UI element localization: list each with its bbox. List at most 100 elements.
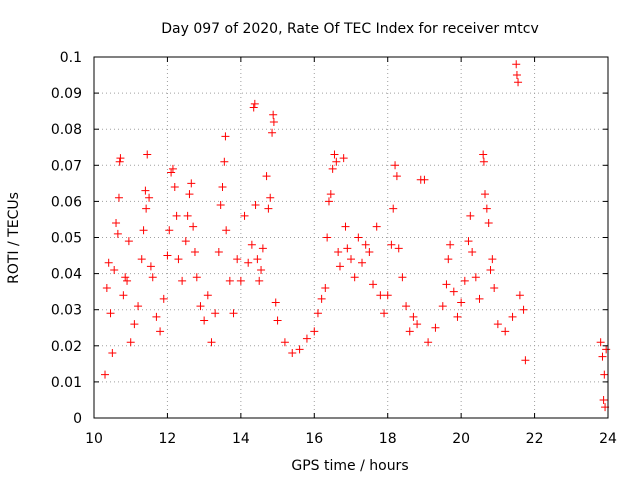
data-point-marker [449, 287, 458, 296]
data-point-marker [187, 179, 196, 188]
data-point-marker [269, 110, 278, 119]
data-point-marker [326, 190, 335, 199]
data-point-marker [168, 164, 177, 173]
data-point-marker [376, 291, 385, 300]
y-axis-ticks: 0 0.01 0.02 0.03 0.04 0.05 0.06 0.07 0.08 0.09 0.1 [51, 50, 608, 427]
y-tick-label: 0 [73, 411, 82, 427]
y-tick-label: 0.03 [51, 303, 82, 319]
data-point-marker [457, 298, 466, 307]
data-point-marker [152, 312, 161, 321]
data-point-marker [464, 237, 473, 246]
data-point-marker [438, 302, 447, 311]
data-point-marker [159, 294, 168, 303]
data-point-marker [515, 291, 524, 300]
data-point-marker [394, 244, 403, 253]
data-point-marker [106, 309, 115, 318]
x-tick-label: 10 [85, 431, 103, 447]
data-point-marker [102, 284, 111, 293]
data-point-marker [112, 219, 121, 228]
data-point-marker [190, 247, 199, 256]
data-point-marker [389, 204, 398, 213]
data-point-marker [203, 291, 212, 300]
data-point-marker [324, 197, 333, 206]
data-point-marker [391, 161, 400, 170]
data-point-marker [181, 237, 190, 246]
data-point-marker [229, 309, 238, 318]
data-point-marker [141, 186, 150, 195]
data-point-marker [310, 327, 319, 336]
data-point-marker [142, 204, 151, 213]
x-axis-ticks: 10 12 14 16 18 20 22 24 [85, 57, 617, 447]
data-point-marker [225, 276, 234, 285]
data-point-marker [328, 164, 337, 173]
data-point-marker [130, 320, 139, 329]
data-point-marker [214, 247, 223, 256]
data-point-marker [369, 280, 378, 289]
x-tick-label: 12 [159, 431, 177, 447]
data-point-marker [137, 255, 146, 264]
data-point-marker [488, 255, 497, 264]
data-point-marker [398, 273, 407, 282]
data-point-marker [493, 320, 502, 329]
data-point-marker [220, 157, 229, 166]
data-point-marker [460, 276, 469, 285]
data-point-marker [335, 262, 344, 271]
data-points [101, 60, 611, 412]
data-point-marker [280, 338, 289, 347]
data-point-marker [221, 132, 230, 141]
data-point-marker [126, 338, 135, 347]
data-point-marker [211, 309, 220, 318]
data-point-marker [113, 229, 122, 238]
data-point-marker [392, 172, 401, 181]
y-tick-label: 0.05 [51, 231, 82, 247]
data-point-marker [501, 327, 510, 336]
data-point-marker [255, 276, 264, 285]
data-point-marker [466, 211, 475, 220]
data-point-marker [115, 157, 124, 166]
data-point-marker [148, 273, 157, 282]
data-point-marker [240, 211, 249, 220]
y-tick-label: 0.01 [51, 375, 82, 391]
data-point-marker [468, 247, 477, 256]
data-point-marker [257, 265, 266, 274]
data-point-marker [420, 175, 429, 184]
data-point-marker [124, 237, 133, 246]
data-point-marker [347, 255, 355, 264]
data-point-marker [365, 247, 374, 256]
y-tick-label: 0.07 [51, 158, 82, 174]
data-point-marker [268, 128, 277, 137]
data-point-marker [288, 349, 297, 358]
data-point-marker [431, 323, 440, 332]
data-point-marker [253, 255, 262, 264]
data-point-marker [295, 345, 304, 354]
y-tick-label: 0.02 [51, 339, 82, 355]
data-point-marker [266, 193, 275, 202]
data-point-marker [387, 240, 396, 249]
y-axis-label: ROTI / TECUs [6, 192, 22, 284]
data-point-marker [521, 356, 530, 365]
data-point-marker [446, 240, 455, 249]
data-point-marker [383, 291, 392, 300]
data-point-marker [189, 222, 198, 231]
data-point-marker [372, 222, 381, 231]
data-point-marker [170, 182, 179, 191]
chart-title: Day 097 of 2020, Rate Of TEC Index for r… [161, 21, 538, 37]
data-point-marker [244, 258, 253, 267]
data-point-marker [600, 370, 609, 379]
data-point-marker [481, 190, 490, 199]
data-point-marker [343, 244, 352, 253]
data-point-marker [167, 168, 176, 177]
x-tick-label: 18 [379, 431, 397, 447]
data-point-marker [402, 302, 411, 311]
data-point-marker [380, 309, 389, 318]
data-point-marker [156, 327, 165, 336]
data-point-marker [192, 273, 201, 282]
data-point-marker [123, 276, 132, 285]
data-point-marker [121, 273, 130, 282]
data-point-marker [508, 312, 517, 321]
grid-lines [94, 57, 608, 418]
data-point-marker [249, 103, 258, 112]
data-point-marker [453, 312, 462, 321]
data-point-marker [108, 349, 117, 358]
data-point-marker [484, 219, 493, 228]
